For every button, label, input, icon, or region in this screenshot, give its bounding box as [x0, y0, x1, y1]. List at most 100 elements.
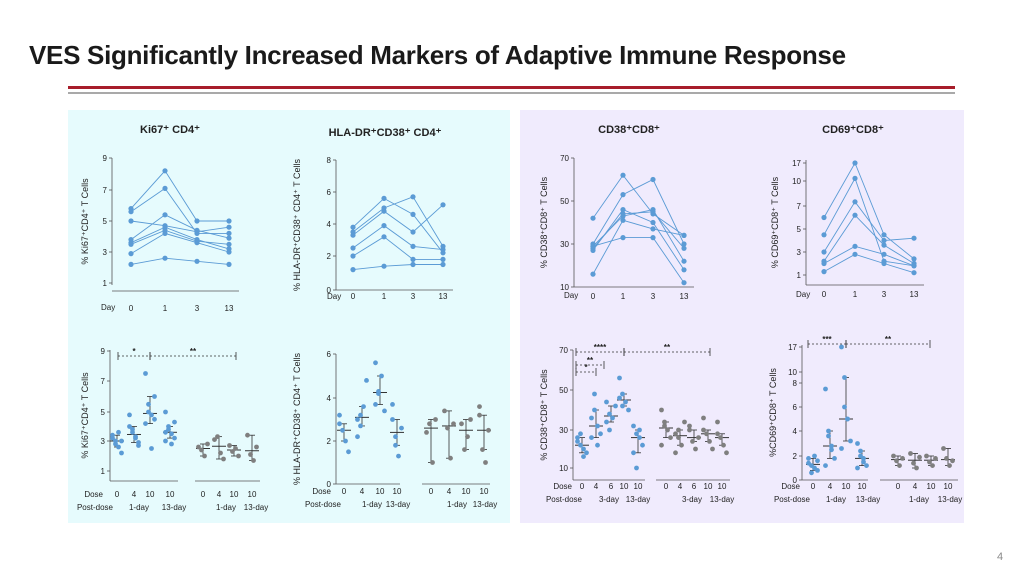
ki67-dot-point: [146, 401, 151, 407]
hladr-dot-point: [358, 412, 363, 418]
ki67-line-point: [226, 249, 232, 255]
hladr-dot-postdose-row-label: Post-dose: [305, 500, 342, 509]
ki67-line-point: [226, 241, 232, 247]
hladr-dot-dose-label: 4: [447, 487, 452, 496]
cd69-dot-point: [806, 460, 811, 466]
cd38-line-y-tick-label: 70: [560, 154, 569, 163]
cd38-dot-dose-label: 10: [718, 482, 727, 491]
hladr-dot-point: [465, 434, 470, 440]
cd38-dot-point: [578, 431, 583, 437]
cd69-dot-point: [829, 443, 834, 449]
cd38-line-y-tick-label: 30: [560, 240, 569, 249]
cd69-line-y-label: % CD69⁺CD8⁺ T Cells: [770, 176, 780, 268]
hladr-dot-point: [424, 430, 429, 435]
hladr-line-y-tick-label: 0: [327, 286, 332, 295]
cd69-line-point: [852, 212, 858, 218]
ki67-line-series-line: [130, 220, 230, 233]
hladr-line-series-line: [352, 236, 443, 260]
hladr-line-point: [410, 243, 416, 249]
cd69-dot-point: [897, 463, 902, 468]
hladr-line-point: [410, 211, 416, 217]
hladr-dot-point: [396, 453, 401, 459]
cd38-line-series-line: [592, 209, 685, 271]
hladr-dot-point: [373, 402, 378, 407]
ki67-line-point: [226, 235, 232, 241]
ki67-dot-point: [248, 452, 253, 457]
hladr-line-point: [440, 202, 446, 208]
hladr-dot-point: [433, 417, 438, 422]
hladr-dot-dose-label: 0: [429, 487, 434, 496]
cd69-dot-point: [900, 456, 905, 461]
cd69-dot-point: [842, 404, 847, 410]
cd38-line-point: [681, 241, 687, 247]
cd69-line-point: [852, 251, 858, 257]
cd69-line-point: [911, 270, 917, 276]
ki67-dot-point: [230, 449, 235, 454]
cd69-line-x-tick-label: 0: [822, 290, 827, 299]
cd38-dot-sig-label: **: [664, 343, 671, 352]
ki67-line-y-tick-label: 3: [103, 248, 108, 257]
cd38-dot-point: [659, 442, 664, 448]
cd69-dot-dose-label: 10: [927, 482, 936, 491]
cd69-dot-point: [832, 456, 837, 461]
ki67-dot-y-tick-label: 9: [101, 347, 106, 356]
hladr-dot-point: [358, 423, 363, 429]
cd69-dot-y-tick-label: 0: [793, 476, 798, 485]
ki67-line-x-tick-label: 3: [195, 304, 200, 313]
ki67-line-point: [162, 185, 168, 191]
ki67-dot-y-label: % Ki67⁺CD4⁺ T Cells: [80, 372, 90, 459]
hladr-dot-point: [462, 447, 467, 452]
cd69-dot-dose-label: 10: [842, 482, 851, 491]
cd38-line-x-tick-label: 1: [621, 292, 626, 301]
cd38-dot-point: [581, 446, 586, 452]
hladr-line-series-line: [352, 197, 444, 254]
cd38-dot-point: [613, 403, 618, 409]
cd69-dot-period-label: 13-day: [938, 495, 962, 504]
ki67-dot-point: [110, 435, 115, 441]
cd38-line-x-label: Day: [564, 291, 578, 300]
cd69-dot-y-tick-label: 2: [793, 452, 798, 461]
cd69-dot-sig-label: **: [885, 335, 892, 344]
cd38-line-series-line: [592, 178, 685, 245]
cd69-dot-point: [823, 463, 828, 468]
cd38-dot-point: [637, 435, 642, 440]
cd69-dot-dose-label: 4: [828, 482, 833, 491]
ki67-line-point: [162, 212, 168, 218]
cd69-dot-point: [829, 447, 834, 453]
cd69-dot-point: [908, 451, 913, 456]
cd38-line-point: [620, 207, 626, 213]
hladr-line-point: [350, 253, 356, 259]
hladr-dot-y-tick-label: 0: [327, 480, 332, 489]
cd38-line-point: [590, 271, 596, 277]
hladr-line-point: [440, 256, 446, 262]
cd38-dot-point: [575, 435, 580, 440]
cd69-dot-dose-label: 0: [896, 482, 901, 491]
cd69-dot-point: [911, 460, 916, 466]
cd69-dot-point: [861, 456, 866, 461]
cd69-line-y-tick-label: 3: [797, 248, 802, 257]
cd38-line-point: [650, 209, 656, 215]
ki67-dot-point: [254, 444, 259, 450]
hladr-line-point: [410, 261, 416, 268]
ki67-line-x-tick-label: 13: [225, 304, 234, 313]
ki67-dot-point: [233, 446, 238, 451]
ki67-dot-dose-row-label: Dose: [84, 490, 103, 499]
cd38-dot-dose-row-label: Dose: [553, 482, 572, 491]
hladr-dot-point: [430, 460, 435, 465]
cd69-line-y-tick-label: 7: [797, 202, 802, 211]
ki67-line-y-tick-label: 7: [103, 186, 108, 195]
cd38-line-point: [681, 258, 687, 264]
cd69-dot-point: [839, 446, 844, 451]
hladr-dot-dose-label: 10: [480, 487, 489, 496]
ki67-dot-point: [136, 443, 141, 448]
cd69-line-point: [852, 199, 858, 205]
cd38-line-point: [650, 235, 656, 241]
cd38-dot-dose-label: 6: [609, 482, 614, 491]
ki67-dot-point: [212, 437, 217, 442]
cd38-line-point: [650, 219, 656, 226]
ki67-dot-point: [251, 458, 256, 463]
ki67-dot-point: [163, 429, 168, 435]
cd69-line-series-line: [823, 253, 915, 274]
cd38-dot-period-label: 3-day: [682, 495, 702, 504]
